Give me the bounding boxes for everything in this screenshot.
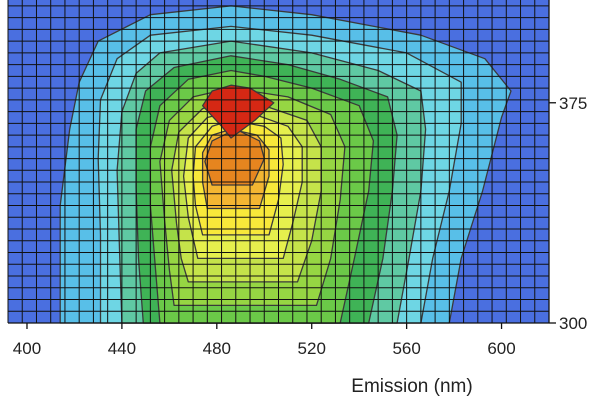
x-tick-label: 400 [13, 339, 41, 358]
x-tick-label: 520 [298, 339, 326, 358]
contour-levels [8, 0, 549, 324]
axes: 400 440 480 520 560 600 300 375 [8, 0, 587, 358]
x-tick-label: 440 [108, 339, 136, 358]
x-tick-label: 600 [487, 339, 515, 358]
y-tick-label: 375 [559, 94, 587, 113]
x-axis-title: Emission (nm) [351, 376, 472, 397]
x-tick-label: 480 [203, 339, 231, 358]
x-tick-label: 560 [392, 339, 420, 358]
y-tick-label: 300 [559, 314, 587, 333]
plot-grid [7, 0, 550, 324]
